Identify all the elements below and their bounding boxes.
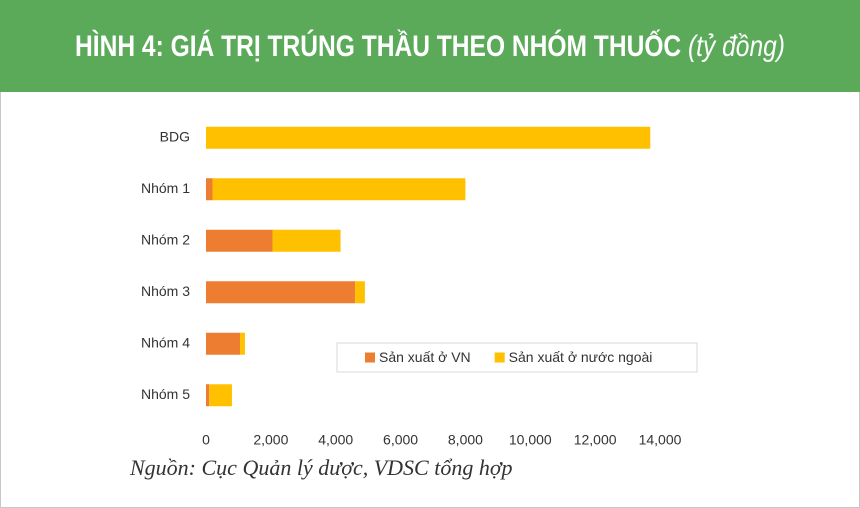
y-tick-label: Nhóm 5 bbox=[141, 386, 190, 402]
y-tick-label: Nhóm 2 bbox=[141, 231, 190, 247]
bar-segment bbox=[206, 384, 210, 407]
y-tick-label: Nhóm 3 bbox=[141, 283, 190, 299]
bar-segment bbox=[272, 229, 341, 252]
legend-swatch bbox=[365, 352, 375, 363]
source: Nguồn: Cục Quản lý dược, VDSC tổng hợp bbox=[129, 455, 513, 480]
chart-title: HÌNH 4: GIÁ TRỊ TRÚNG THẦU THEO NHÓM THU… bbox=[75, 29, 785, 63]
bar-segment bbox=[209, 384, 232, 407]
title: HÌNH 4: GIÁ TRỊ TRÚNG THẦU THEO NHÓM THU… bbox=[75, 29, 681, 63]
bar-segment bbox=[240, 332, 245, 355]
legend-box bbox=[336, 342, 698, 373]
legend-swatch bbox=[494, 352, 505, 363]
y-tick-label: Nhóm 4 bbox=[141, 334, 190, 350]
x-tick-label: 4,000 bbox=[318, 432, 353, 448]
bar-segment bbox=[206, 178, 213, 201]
bar-segment bbox=[206, 332, 241, 355]
header bbox=[0, 0, 860, 92]
x-tick-label: 6,000 bbox=[383, 432, 418, 448]
unit: (tỷ đồng) bbox=[688, 30, 785, 63]
x-tick-label: 10,000 bbox=[509, 432, 552, 448]
legend-label: Sản xuất ở nước ngoài bbox=[509, 349, 653, 365]
x-tick-label: 14,000 bbox=[639, 432, 682, 448]
bar-segment bbox=[355, 281, 365, 304]
bar-segment bbox=[206, 229, 273, 252]
x-tick-label: 0 bbox=[202, 432, 210, 448]
bar-segment bbox=[212, 178, 466, 201]
y-tick-label: Nhóm 1 bbox=[141, 180, 190, 196]
bar-segment bbox=[206, 126, 651, 149]
legend-label: Sản xuất ở VN bbox=[379, 349, 471, 365]
x-tick-label: 12,000 bbox=[574, 432, 617, 448]
y-tick-label: BDG bbox=[160, 128, 190, 144]
bar-segment bbox=[206, 281, 356, 304]
x-tick-label: 8,000 bbox=[448, 432, 483, 448]
x-tick-label: 2,000 bbox=[253, 432, 288, 448]
